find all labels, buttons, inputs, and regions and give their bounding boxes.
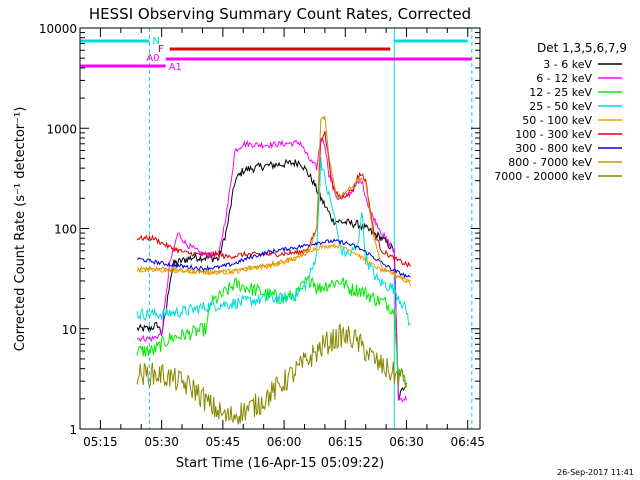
- x-tick-label: 06:45: [450, 435, 485, 449]
- series-line-3-6-kev: [136, 158, 407, 401]
- series-line-25-50-kev: [136, 157, 411, 327]
- series-line-300-800-kev: [136, 238, 411, 279]
- x-tick-label: 06:30: [389, 435, 424, 449]
- legend-title: Det 1,3,5,6,7,9: [537, 41, 627, 55]
- x-tick-label: 05:15: [83, 435, 118, 449]
- series-line-6-12-kev: [136, 137, 407, 403]
- x-axis-label: Start Time (16-Apr-15 05:09:22): [176, 456, 384, 471]
- legend-label-50-100-kev: 50 - 100 keV: [522, 114, 592, 127]
- series-line-800-7000-kev: [136, 115, 412, 287]
- flag-label-a1: A1: [169, 62, 182, 73]
- timestamp: 26-Sep-2017 11:41: [557, 468, 634, 477]
- x-tick-label: 06:00: [267, 435, 302, 449]
- series-line-7000-20000-kev: [136, 323, 407, 425]
- series-line-50-100-kev: [136, 241, 411, 282]
- y-tick-label: 1000: [46, 122, 77, 136]
- x-tick-label: 05:30: [144, 435, 179, 449]
- y-tick-label: 1: [69, 423, 77, 437]
- legend-label-25-50-kev: 25 - 50 keV: [529, 100, 592, 113]
- chart-title: HESSI Observing Summary Count Rates, Cor…: [89, 5, 471, 23]
- legend-label-100-300-kev: 100 - 300 keV: [515, 128, 592, 141]
- x-tick-label: 06:15: [328, 435, 363, 449]
- legend-label-800-7000-kev: 800 - 7000 keV: [508, 156, 592, 169]
- axis-layer: 1 10 100 1000 10000 05:15 05:30 05:45 06:00 06:15…: [39, 22, 485, 449]
- y-tick-label: 100: [54, 223, 77, 237]
- flag-label-n: N: [152, 36, 159, 47]
- legend-label-3-6-kev: 3 - 6 keV: [543, 58, 592, 71]
- legend-label-12-25-kev: 12 - 25 keV: [529, 86, 592, 99]
- legend-label-6-12-kev: 6 - 12 keV: [536, 72, 592, 85]
- legend-label-7000-20000-kev: 7000 - 20000 keV: [494, 170, 592, 183]
- y-tick-label: 10: [62, 323, 77, 337]
- y-tick-label: 10000: [39, 22, 77, 36]
- y-axis-label: Corrected Count Rate (s⁻¹ detector⁻¹): [13, 107, 28, 352]
- flag-label-a0: A0: [146, 53, 159, 64]
- flag-label-f: F: [158, 44, 164, 55]
- x-tick-label: 05:45: [206, 435, 241, 449]
- legend-label-300-800-kev: 300 - 800 keV: [515, 142, 592, 155]
